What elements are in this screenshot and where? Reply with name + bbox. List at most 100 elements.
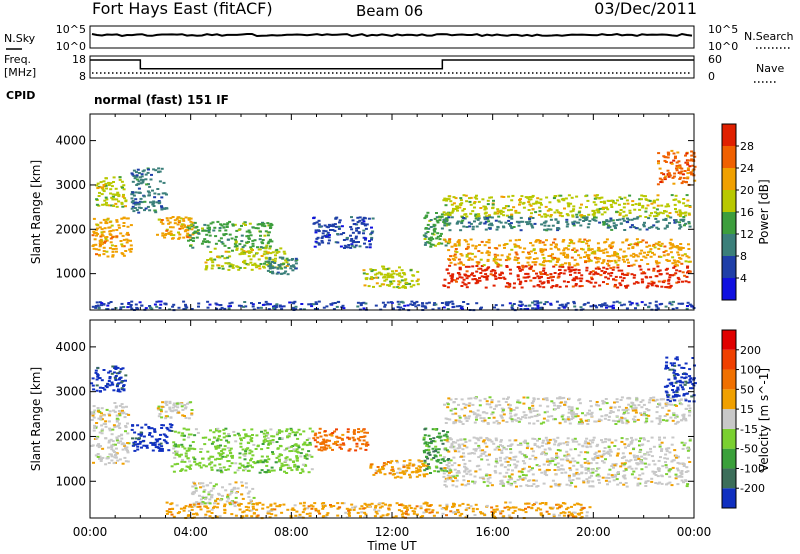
scatter-cell [594,304,598,307]
scatter-cell [425,443,429,446]
scatter-cell [269,265,273,268]
scatter-cell [582,220,586,222]
scatter-cell [553,458,557,461]
scatter-cell [647,268,651,271]
scatter-cell [504,285,508,288]
scatter-cell [452,475,456,478]
scatter-cell [680,441,684,444]
scatter-cell [672,152,676,155]
scatter-cell [453,448,457,451]
scatter-cell [244,452,248,455]
scatter-cell [258,267,262,270]
scatter-cell [219,308,223,311]
scatter-cell [438,219,442,222]
scatter-cell [447,198,451,201]
scatter-cell [122,254,126,257]
scatter-cell [674,272,678,275]
scatter-cell [220,255,224,258]
scatter-cell [288,466,292,469]
scatter-cell [268,258,272,261]
scatter-cell [560,198,564,201]
scatter-cell [527,201,531,203]
scatter-cell [121,195,125,198]
scatter-cell [477,215,481,218]
scatter-cell [684,180,687,183]
scatter-cell [171,305,175,308]
scatter-cell [513,256,517,259]
scatter-cell [422,438,426,441]
scatter-cell [279,468,283,471]
scatter-cell [426,241,430,244]
scatter-cell [122,225,126,227]
scatter-cell [663,159,667,162]
scatter-cell [95,373,99,376]
scatter-cell [210,496,214,499]
scatter-cell [153,444,157,446]
scatter-cell [457,244,461,247]
scatter-cell [661,212,665,215]
scatter-cell [122,217,126,220]
scatter-cell [158,413,162,415]
scatter-cell [392,286,396,289]
scatter-cell [518,199,522,201]
scatter-cell [678,475,682,477]
scatter-cell [670,149,674,152]
scatter-cell [111,365,115,368]
freq-tick-top: 18 [72,53,86,66]
scatter-cell [522,402,526,405]
scatter-cell [121,367,125,370]
scatter-cell [450,278,454,281]
scatter-cell [99,445,102,447]
scatter-cell [611,476,615,479]
scatter-cell [231,223,235,226]
scatter-cell [160,405,164,408]
scatter-cell [510,199,514,202]
scatter-cell [104,437,108,440]
scatter-cell [446,440,450,443]
scatter-cell [157,443,161,446]
scatter-cell [364,448,368,451]
scatter-cell [243,262,247,265]
scatter-cell [295,431,299,434]
scatter-cell [450,446,454,449]
scatter-cell [499,480,503,483]
scatter-cell [645,408,649,410]
scatter-cell [124,199,128,202]
scatter-cell [104,182,108,185]
scatter-cell [240,251,244,254]
scatter-cell [114,406,118,409]
scatter-cell [608,448,612,451]
scatter-cell [664,217,668,220]
scatter-cell [557,307,561,310]
scatter-cell [555,261,559,263]
scatter-cell [428,467,432,470]
scatter-cell [216,469,220,472]
scatter-cell [464,194,468,197]
scatter-cell [294,262,298,265]
scatter-cell [585,269,589,272]
scatter-cell [602,222,606,225]
scatter-cell [208,502,212,505]
scatter-cell [677,281,681,284]
scatter-cell [436,232,440,235]
scatter-cell [92,412,96,415]
scatter-cell [138,437,141,440]
scatter-cell [600,439,603,442]
scatter-cell [568,484,572,487]
scatter-cell [439,454,442,457]
scatter-cell [540,223,544,226]
scatter-cell [265,244,269,247]
scatter-cell [411,463,415,466]
scatter-cell [350,244,354,247]
scatter-cell [270,435,274,438]
scatter-cell [218,463,222,466]
scatter-cell [467,480,470,483]
scatter-cell [448,222,452,225]
scatter-cell [261,224,265,227]
scatter-cell [349,226,353,228]
scatter-cell [202,490,206,493]
scatter-cell [452,196,456,199]
scatter-cell [154,211,158,214]
scatter-cell [542,269,546,272]
scatter-cell [395,273,399,276]
